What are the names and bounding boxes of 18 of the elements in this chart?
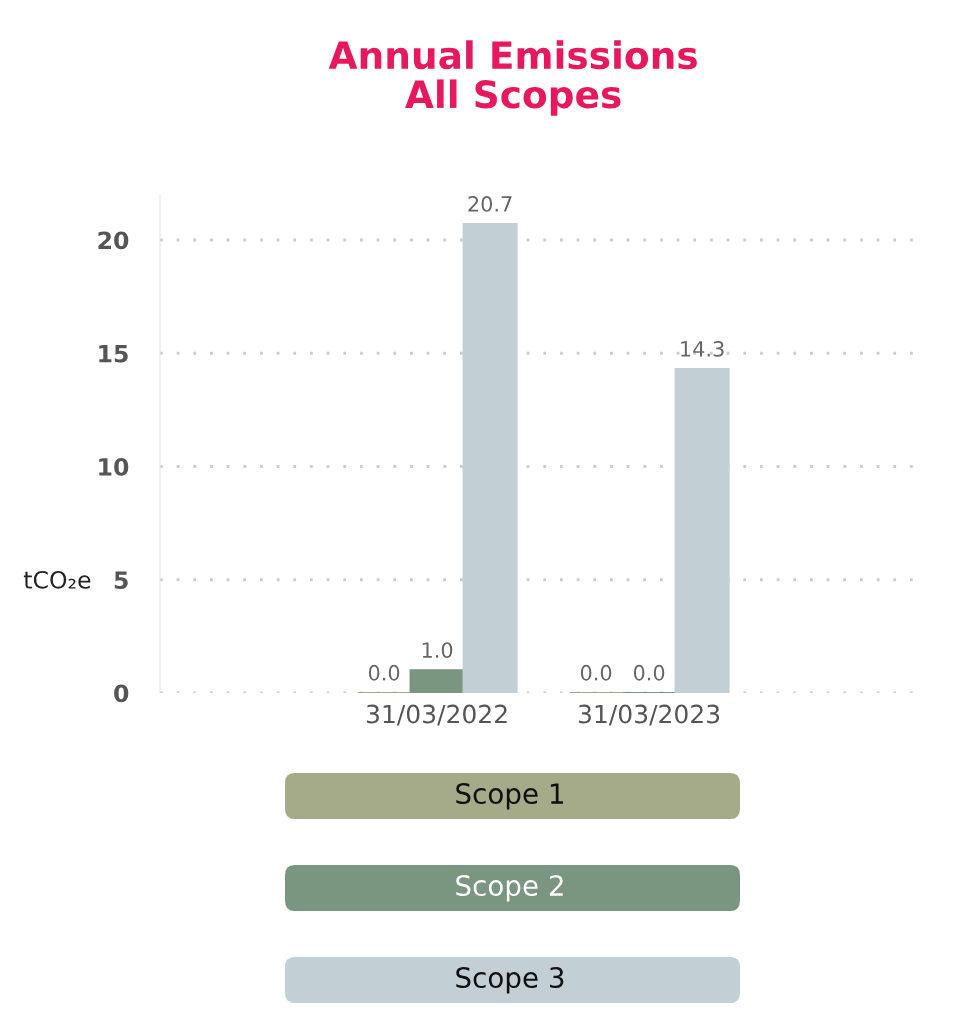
data-label: 20.7	[468, 196, 512, 212]
data-label: 1.0	[422, 642, 453, 658]
y-tick-label: 5	[114, 571, 128, 590]
text: Scope 2	[456, 875, 563, 902]
chart-title: Annual Emissions All Scopes	[328, 40, 697, 116]
y-axis-title: tCO₂e	[23, 570, 91, 589]
text: Scope 3	[456, 967, 564, 994]
y-tick-label: 0	[114, 684, 129, 703]
data-label: 0.0	[368, 664, 400, 681]
y-tick-label: 15	[99, 345, 128, 363]
x-tick-label: 31/03/2023	[578, 704, 720, 726]
data-label: 14.3	[681, 340, 724, 357]
y-tick-label: 20	[98, 231, 129, 250]
text: Scope 1	[456, 783, 563, 810]
x-tick-label: 31/03/2022	[366, 704, 507, 726]
y-tick-label: 10	[99, 457, 129, 476]
data-label: 0.0	[633, 664, 665, 681]
data-label: 0.0	[580, 664, 612, 681]
